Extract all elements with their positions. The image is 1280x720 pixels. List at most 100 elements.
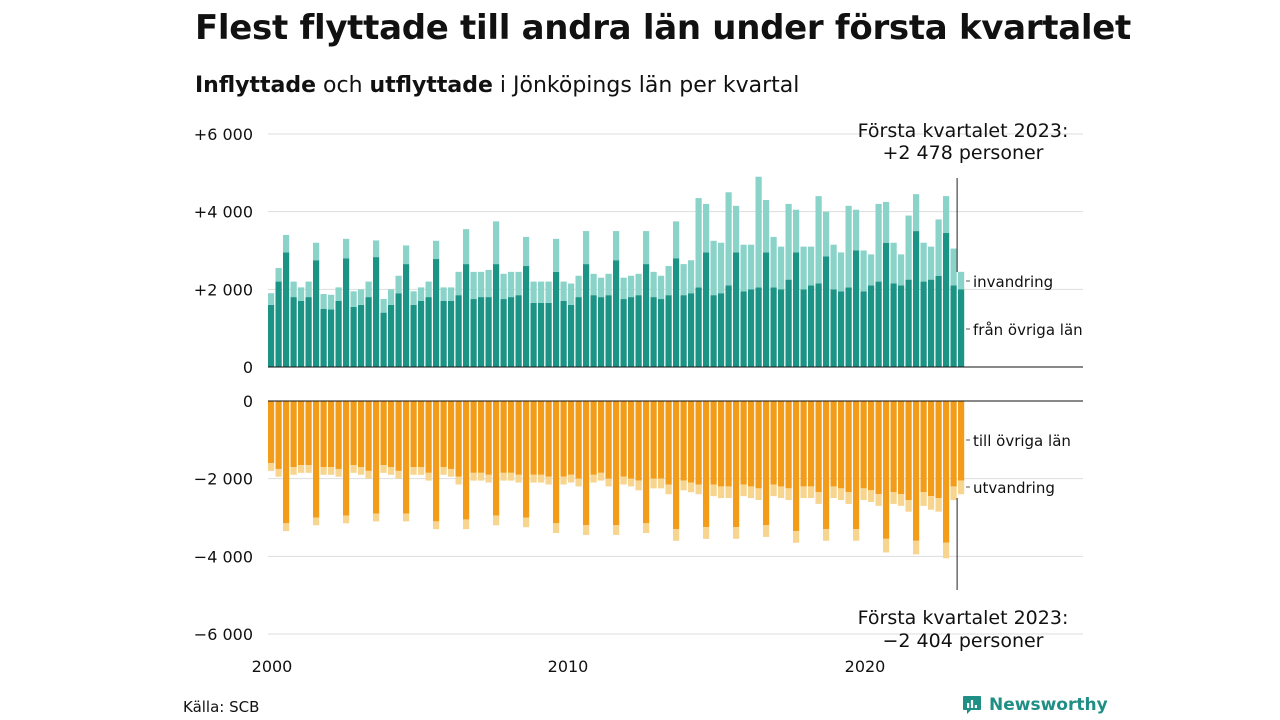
- bar-till-ovriga-lan: [845, 401, 852, 493]
- bar-utvandring: [568, 474, 575, 483]
- bar-utvandring: [898, 494, 905, 506]
- bar-till-ovriga-lan: [545, 401, 552, 477]
- bar-till-ovriga-lan: [275, 401, 282, 469]
- bar-fran-ovriga-lan: [853, 250, 860, 367]
- bar-fran-ovriga-lan: [395, 293, 402, 367]
- bar-till-ovriga-lan: [950, 401, 957, 487]
- bar-fran-ovriga-lan: [628, 297, 635, 367]
- bar-fran-ovriga-lan: [455, 295, 462, 367]
- bar-utvandring: [808, 486, 815, 499]
- bar-utvandring: [815, 492, 822, 504]
- bar-fran-ovriga-lan: [320, 308, 327, 367]
- bar-till-ovriga-lan: [890, 401, 897, 493]
- bar-fran-ovriga-lan: [793, 252, 800, 367]
- bar-fran-ovriga-lan: [298, 300, 305, 367]
- bar-fran-ovriga-lan: [643, 264, 650, 367]
- bar-utvandring: [380, 465, 387, 473]
- bar-invandring: [928, 246, 935, 280]
- bar-utvandring: [620, 476, 627, 485]
- bar-fran-ovriga-lan: [545, 302, 552, 367]
- y-tick-label-bottom: −2 000: [194, 470, 253, 489]
- bar-fran-ovriga-lan: [883, 242, 890, 367]
- bar-till-ovriga-lan: [470, 401, 477, 473]
- bar-invandring: [395, 275, 402, 294]
- bar-utvandring: [335, 468, 342, 477]
- bar-utvandring: [650, 478, 657, 489]
- bar-till-ovriga-lan: [875, 401, 882, 495]
- bar-invandring: [313, 242, 320, 261]
- bar-fran-ovriga-lan: [913, 231, 920, 367]
- bar-till-ovriga-lan: [740, 401, 747, 485]
- bar-utvandring: [800, 486, 807, 499]
- bar-till-ovriga-lan: [553, 401, 560, 524]
- bar-fran-ovriga-lan: [403, 264, 410, 367]
- bar-fran-ovriga-lan: [958, 289, 965, 367]
- bar-utvandring: [530, 474, 537, 483]
- bar-invandring: [583, 231, 590, 265]
- bar-till-ovriga-lan: [665, 401, 672, 485]
- bar-fran-ovriga-lan: [845, 287, 852, 367]
- bar-till-ovriga-lan: [283, 401, 290, 524]
- bar-utvandring: [605, 478, 612, 487]
- bar-fran-ovriga-lan: [823, 256, 830, 367]
- bar-utvandring: [913, 540, 920, 555]
- y-tick-label-bottom: −4 000: [194, 547, 253, 566]
- bar-invandring: [658, 275, 665, 300]
- bar-invandring: [433, 240, 440, 260]
- bar-invandring: [365, 281, 372, 298]
- bar-invandring: [838, 252, 845, 292]
- bar-invandring: [853, 209, 860, 251]
- bar-fran-ovriga-lan: [515, 295, 522, 367]
- bar-invandring: [613, 231, 620, 261]
- bar-utvandring: [455, 476, 462, 485]
- bar-invandring: [493, 221, 500, 265]
- bar-fran-ovriga-lan: [358, 304, 365, 367]
- bar-invandring: [635, 273, 642, 296]
- bar-invandring: [898, 254, 905, 286]
- bar-invandring: [523, 236, 530, 267]
- bar-utvandring: [478, 472, 485, 481]
- bar-fran-ovriga-lan: [500, 299, 507, 367]
- bar-utvandring: [935, 498, 942, 512]
- bar-invandring: [718, 242, 725, 294]
- chart-title: Flest flyttade till andra län under förs…: [195, 8, 1131, 48]
- bar-utvandring: [845, 492, 852, 504]
- bar-invandring: [815, 196, 822, 284]
- bar-utvandring: [710, 484, 717, 497]
- bar-till-ovriga-lan: [755, 401, 762, 489]
- bar-invandring: [695, 198, 702, 288]
- bar-till-ovriga-lan: [703, 401, 710, 528]
- bar-utvandring: [838, 488, 845, 501]
- bar-till-ovriga-lan: [568, 401, 575, 475]
- y-tick-label-top: +6 000: [194, 125, 253, 144]
- bar-till-ovriga-lan: [493, 401, 500, 516]
- bar-invandring: [703, 203, 710, 253]
- bar-utvandring: [350, 465, 357, 473]
- bar-till-ovriga-lan: [320, 401, 327, 468]
- bar-till-ovriga-lan: [335, 401, 342, 469]
- bar-invandring: [373, 240, 380, 258]
- bar-fran-ovriga-lan: [275, 281, 282, 367]
- bar-utvandring: [748, 486, 755, 499]
- bar-till-ovriga-lan: [628, 401, 635, 479]
- bar-fran-ovriga-lan: [568, 304, 575, 367]
- bar-till-ovriga-lan: [905, 401, 912, 501]
- bar-invandring: [748, 244, 755, 290]
- bar-fran-ovriga-lan: [313, 260, 320, 367]
- bar-till-ovriga-lan: [650, 401, 657, 479]
- bar-fran-ovriga-lan: [935, 275, 942, 367]
- bar-invandring: [920, 242, 927, 282]
- bar-invandring: [403, 245, 410, 265]
- bar-till-ovriga-lan: [823, 401, 830, 530]
- bar-invandring: [740, 244, 747, 292]
- bar-utvandring: [958, 480, 965, 495]
- bar-fran-ovriga-lan: [418, 300, 425, 367]
- y-tick-label-bottom: 0: [243, 392, 253, 411]
- bar-utvandring: [538, 474, 545, 483]
- bar-utvandring: [905, 500, 912, 512]
- bar-till-ovriga-lan: [785, 401, 792, 489]
- bar-invandring: [890, 242, 897, 284]
- bar-till-ovriga-lan: [455, 401, 462, 477]
- bar-invandring: [350, 291, 357, 307]
- bar-fran-ovriga-lan: [838, 291, 845, 367]
